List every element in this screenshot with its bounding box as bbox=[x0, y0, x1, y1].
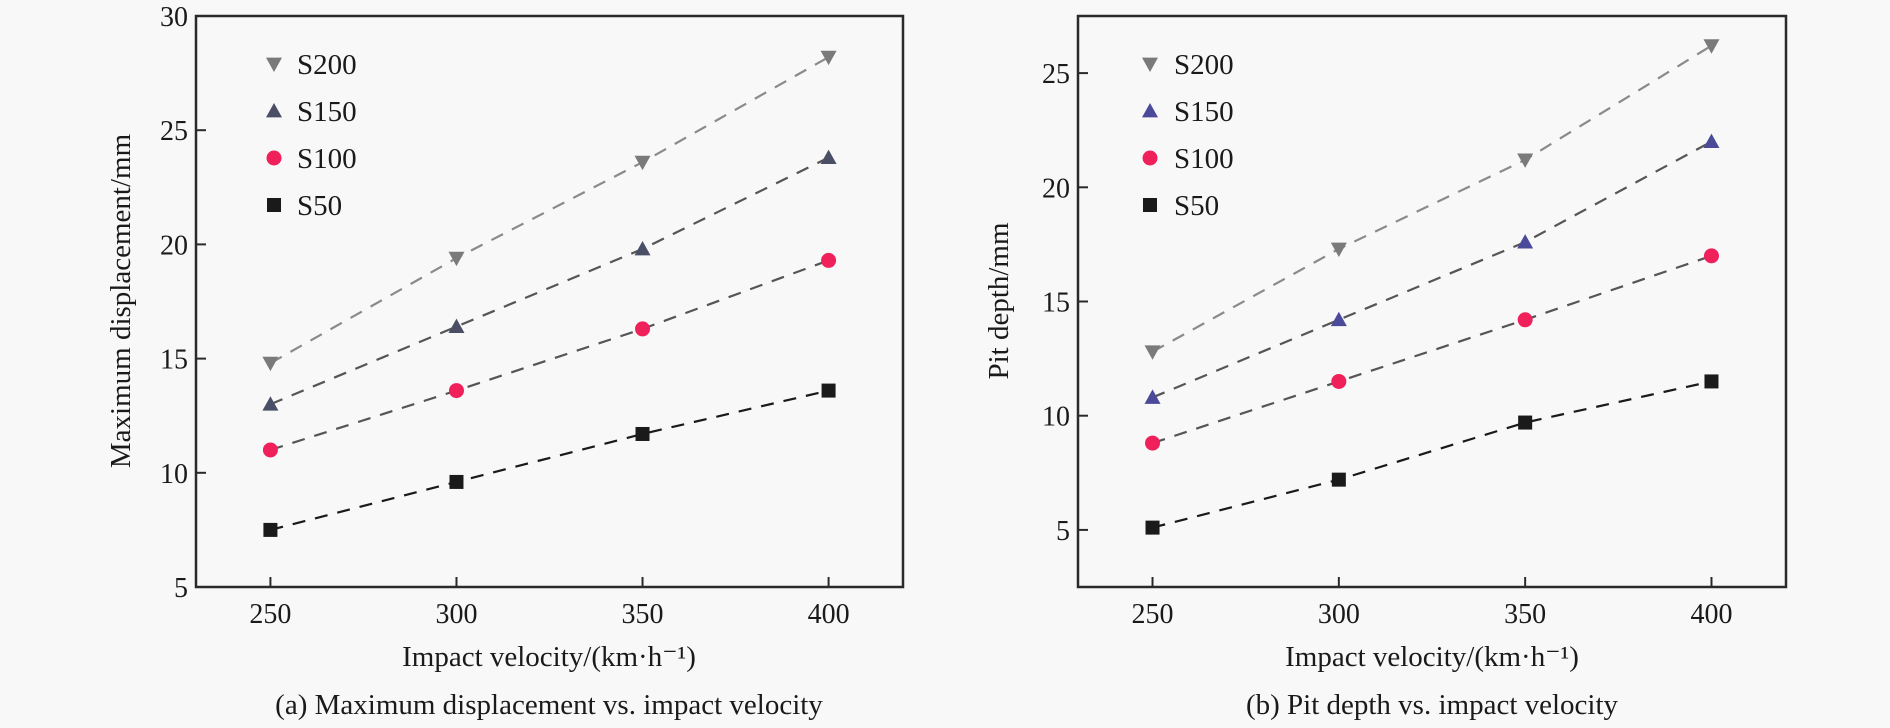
data-point-s50 bbox=[1704, 374, 1719, 389]
legend-marker-s50 bbox=[267, 198, 281, 212]
legend-marker-s150 bbox=[1142, 103, 1158, 118]
trend-line-s100 bbox=[270, 259, 829, 452]
y-tick-label: 15 bbox=[1042, 288, 1070, 319]
data-point-s200 bbox=[262, 356, 279, 372]
trend-line-s150 bbox=[269, 156, 830, 406]
panel-a-max-displacement: Impact velocity/(km·h⁻¹) (a) Maximum dis… bbox=[105, 2, 905, 721]
legend-label-s100: S100 bbox=[1174, 143, 1234, 175]
data-point-s50 bbox=[263, 522, 278, 537]
data-point-s200 bbox=[634, 155, 651, 171]
data-point-s100 bbox=[262, 442, 278, 458]
x-tick-label: 350 bbox=[622, 599, 664, 630]
legend-label-s150: S150 bbox=[1174, 96, 1234, 128]
data-point-s100 bbox=[1331, 373, 1347, 389]
data-point-s200 bbox=[1330, 242, 1347, 257]
data-point-s100 bbox=[1703, 248, 1719, 264]
data-point-s150 bbox=[1144, 389, 1161, 404]
data-point-s50 bbox=[635, 426, 650, 441]
legend-marker-s100 bbox=[1142, 150, 1158, 166]
y-tick-label: 5 bbox=[1056, 516, 1070, 547]
y-axis-label: Maximum displacement/mm bbox=[105, 133, 137, 468]
x-tick-label: 400 bbox=[808, 599, 850, 630]
legend-label-s200: S200 bbox=[1174, 49, 1234, 81]
x-tick-label: 300 bbox=[1318, 599, 1360, 630]
legend-label-s50: S50 bbox=[297, 190, 342, 222]
data-point-s150 bbox=[634, 240, 651, 256]
x-axis-label: Impact velocity/(km·h⁻¹) bbox=[402, 641, 696, 673]
legend-label-s200: S200 bbox=[297, 49, 357, 81]
y-tick-label: 20 bbox=[160, 230, 188, 261]
plot-frame bbox=[194, 14, 905, 589]
y-axis-label: Pit depth/mm bbox=[983, 222, 1015, 380]
x-tick-label: 250 bbox=[249, 599, 291, 630]
legend-marker-s150 bbox=[266, 103, 282, 118]
data-point-s50 bbox=[449, 474, 464, 489]
y-tick-label: 5 bbox=[174, 573, 188, 604]
data-point-s100 bbox=[1145, 435, 1161, 451]
data-point-s200 bbox=[448, 251, 465, 267]
data-point-s150 bbox=[1517, 234, 1534, 249]
panel-caption: (b) Pit depth vs. impact velocity bbox=[1246, 689, 1619, 721]
legend-label-s50: S50 bbox=[1174, 190, 1219, 222]
trend-line-s50 bbox=[1152, 380, 1712, 529]
data-point-s100 bbox=[635, 321, 651, 337]
x-tick-label: 250 bbox=[1132, 599, 1174, 630]
x-tick-label: 400 bbox=[1690, 599, 1732, 630]
data-point-s100 bbox=[448, 383, 464, 399]
y-tick-label: 20 bbox=[1042, 173, 1070, 204]
data-point-s200 bbox=[1517, 153, 1534, 168]
data-point-s150 bbox=[820, 149, 837, 165]
data-point-s50 bbox=[1518, 415, 1533, 430]
panel-caption: (a) Maximum displacement vs. impact velo… bbox=[275, 689, 823, 721]
x-tick-label: 350 bbox=[1504, 599, 1546, 630]
data-point-s150 bbox=[448, 318, 465, 334]
y-tick-label: 15 bbox=[160, 345, 188, 376]
plot-frame bbox=[1076, 14, 1788, 589]
data-point-s50 bbox=[821, 383, 836, 398]
x-axis-label: Impact velocity/(km·h⁻¹) bbox=[1285, 641, 1579, 673]
trend-line-s150 bbox=[1152, 140, 1712, 399]
data-point-s100 bbox=[821, 252, 837, 268]
legend-label-s100: S100 bbox=[297, 143, 357, 175]
legend-marker-s200 bbox=[266, 57, 282, 72]
y-tick-label: 10 bbox=[1042, 402, 1070, 433]
trend-line-s200 bbox=[269, 56, 830, 365]
data-point-s200 bbox=[1144, 345, 1161, 360]
y-tick-label: 25 bbox=[160, 116, 188, 147]
legend-marker-s50 bbox=[1143, 198, 1157, 212]
y-tick-label: 10 bbox=[160, 459, 188, 490]
panel-b-pit-depth: Impact velocity/(km·h⁻¹) (b) Pit depth v… bbox=[983, 14, 1788, 721]
x-tick-label: 300 bbox=[435, 599, 477, 630]
data-point-s100 bbox=[1517, 312, 1533, 328]
trend-line-s100 bbox=[1152, 254, 1712, 445]
y-tick-label: 30 bbox=[160, 2, 188, 33]
data-point-s150 bbox=[262, 396, 279, 411]
data-point-s50 bbox=[1331, 472, 1346, 487]
legend-label-s150: S150 bbox=[297, 96, 357, 128]
data-point-s50 bbox=[1145, 520, 1160, 535]
legend-marker-s200 bbox=[1142, 57, 1158, 72]
trend-line-s50 bbox=[270, 389, 829, 531]
data-point-s200 bbox=[820, 50, 837, 66]
legend-marker-s100 bbox=[266, 150, 282, 166]
data-point-s150 bbox=[1330, 311, 1347, 327]
data-point-s200 bbox=[1703, 39, 1720, 54]
y-tick-label: 25 bbox=[1042, 59, 1070, 90]
data-point-s150 bbox=[1703, 133, 1720, 149]
